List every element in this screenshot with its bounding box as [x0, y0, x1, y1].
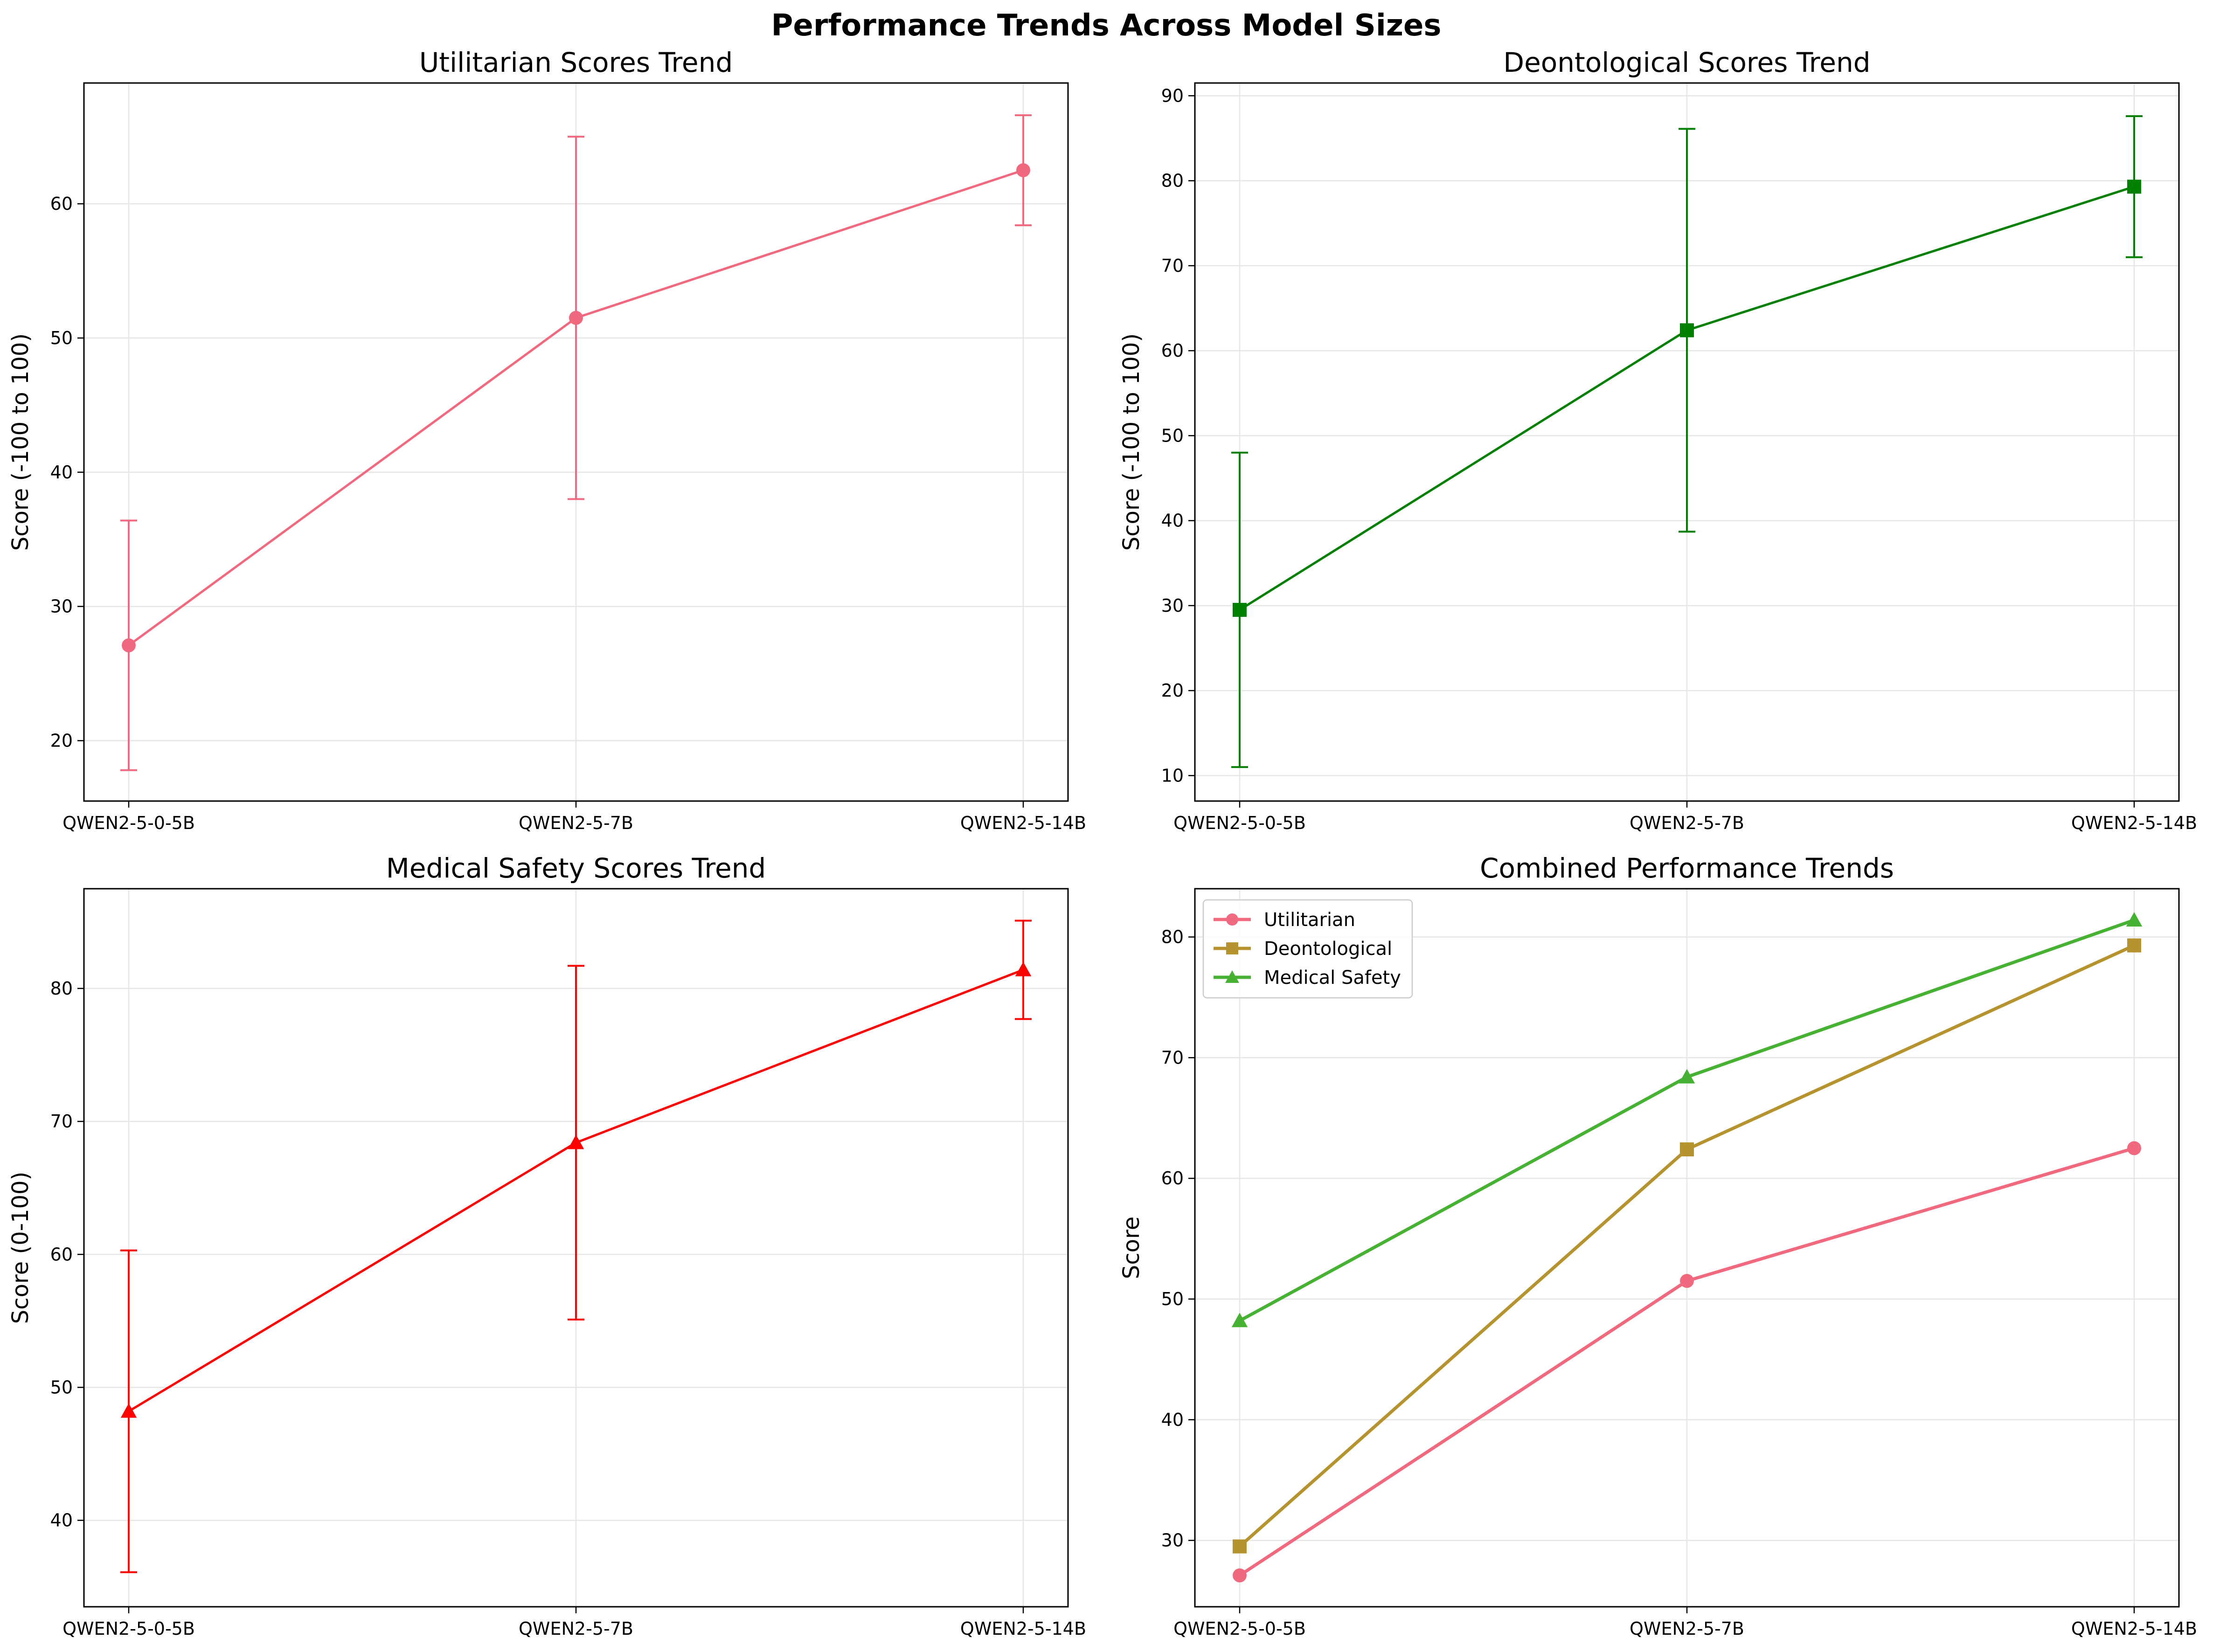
y-tick-label: 80	[50, 978, 73, 999]
data-point	[2126, 912, 2143, 927]
y-tick-label: 90	[1161, 85, 1184, 106]
data-point	[1680, 323, 1694, 338]
data-point	[1233, 1568, 1247, 1583]
y-tick-label: 60	[50, 1244, 73, 1265]
y-axis-label: Score (-100 to 100)	[1118, 333, 1145, 551]
data-point	[1233, 1539, 1247, 1554]
data-point	[1680, 1274, 1694, 1288]
x-tick-label: QWEN2-5-14B	[2071, 1618, 2197, 1639]
y-tick-label: 30	[50, 596, 73, 617]
data-point	[1233, 602, 1247, 617]
panel-4: 30 40 50 60 70 80 QWEN2-5-0-5B QWEN2-5-7B QWEN2-…	[1118, 852, 2197, 1639]
data-point	[1016, 163, 1030, 178]
y-tick-label: 50	[1161, 425, 1184, 446]
axes-frame	[1194, 888, 2180, 1608]
y-tick-label: 80	[1161, 927, 1184, 947]
panel-2: 10 20 30 40 50 60 70 80 90 QWEN2-5-0-5B QWEN2-5-7B…	[1118, 47, 2197, 833]
y-tick-label: 40	[1161, 511, 1184, 531]
axes-frame	[83, 888, 1069, 1608]
x-tick-label: QWEN2-5-7B	[1630, 1618, 1744, 1639]
y-tick-label: 60	[1161, 340, 1184, 361]
y-tick-label: 20	[1161, 680, 1184, 701]
panel-1: 20 30 40 50 60 QWEN2-5-0-5B QWEN2-5-7B QWEN2-5-…	[7, 47, 1086, 833]
y-tick-label: 40	[50, 462, 73, 483]
x-tick-label: QWEN2-5-7B	[1630, 813, 1744, 833]
y-tick-label: 50	[50, 328, 73, 348]
y-tick-label: 70	[1161, 256, 1184, 276]
y-axis-label: Score (-100 to 100)	[7, 333, 34, 551]
x-tick-label: QWEN2-5-0-5B	[62, 1618, 195, 1639]
data-point	[1679, 1069, 1695, 1084]
axes-frame	[1194, 82, 2180, 802]
x-tick-label: QWEN2-5-14B	[2071, 813, 2197, 833]
x-tick-label: QWEN2-5-7B	[519, 813, 633, 833]
y-tick-label: 40	[1161, 1410, 1184, 1430]
y-tick-label: 60	[50, 194, 73, 214]
axes-frame	[83, 82, 1069, 802]
data-point	[568, 1134, 584, 1149]
y-tick-label: 60	[1161, 1168, 1184, 1189]
legend-box	[1202, 899, 1413, 999]
x-tick-label: QWEN2-5-0-5B	[62, 813, 195, 833]
y-tick-label: 10	[1161, 765, 1184, 786]
y-tick-label: 30	[1161, 595, 1184, 616]
y-tick-label: 80	[1161, 171, 1184, 191]
y-axis-label: Score (0-100)	[7, 1172, 34, 1324]
panel-title: Deontological Scores Trend	[1503, 47, 1870, 78]
y-tick-label: 70	[1161, 1047, 1184, 1068]
legend-label: Deontological	[1264, 938, 1392, 960]
y-axis-label: Score	[1118, 1217, 1145, 1279]
panel-title: Medical Safety Scores Trend	[386, 852, 766, 884]
y-tick-label: 50	[1161, 1289, 1184, 1309]
data-point	[1015, 961, 1032, 976]
legend-swatch-marker	[1226, 942, 1238, 954]
x-tick-label: QWEN2-5-14B	[960, 813, 1086, 833]
y-tick-label: 20	[50, 730, 73, 751]
y-tick-label: 40	[50, 1510, 73, 1531]
data-point	[1680, 1142, 1694, 1157]
x-tick-label: QWEN2-5-0-5B	[1173, 1618, 1306, 1639]
x-tick-label: QWEN2-5-7B	[519, 1618, 633, 1639]
data-point	[2127, 180, 2141, 194]
y-tick-label: 30	[1161, 1530, 1184, 1551]
panel-title: Combined Performance Trends	[1480, 852, 1894, 884]
panel-title: Utilitarian Scores Trend	[419, 47, 733, 78]
x-tick-label: QWEN2-5-14B	[960, 1618, 1086, 1639]
data-point	[120, 1403, 137, 1418]
y-tick-label: 50	[50, 1377, 73, 1397]
legend-swatch-marker	[1225, 970, 1239, 983]
figure-title: Performance Trends Across Model Sizes	[771, 8, 1442, 43]
data-point	[122, 638, 136, 653]
x-tick-label: QWEN2-5-0-5B	[1173, 813, 1306, 833]
data-point	[2127, 1141, 2141, 1155]
legend-label: Utilitarian	[1264, 909, 1355, 931]
legend-swatch-marker	[1226, 913, 1238, 926]
data-point	[569, 311, 583, 325]
y-tick-label: 70	[50, 1111, 73, 1132]
data-point	[1231, 1313, 1248, 1327]
data-point	[2127, 938, 2141, 953]
legend-label: Medical Safety	[1264, 967, 1401, 988]
panel-3: 40 50 60 70 80 QWEN2-5-0-5B QWEN2-5-7B QWEN2-5-…	[7, 852, 1086, 1639]
